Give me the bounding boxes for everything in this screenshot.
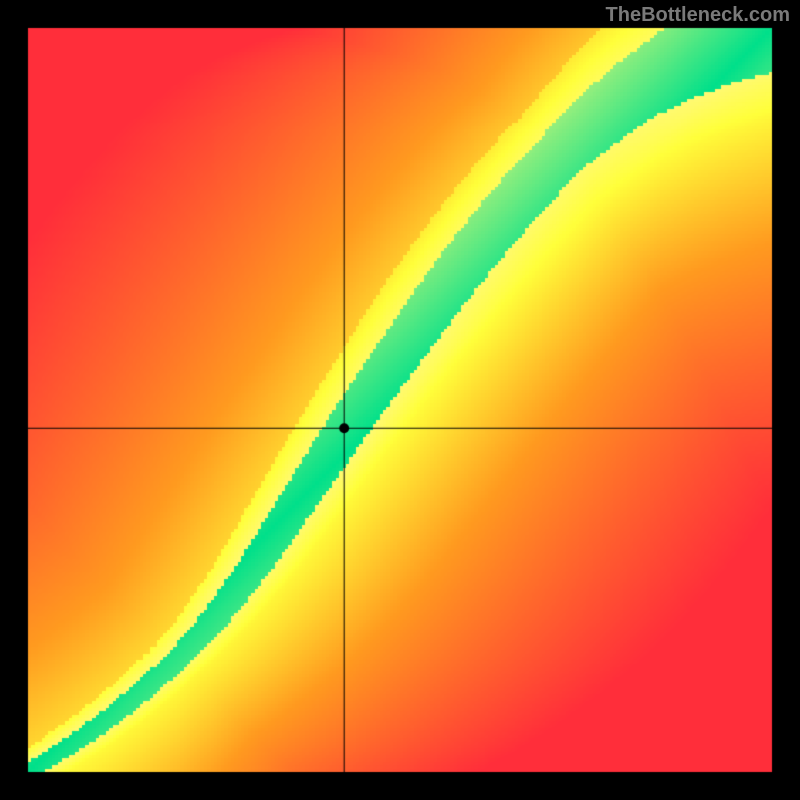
chart-container: TheBottleneck.com <box>0 0 800 800</box>
watermark-text: TheBottleneck.com <box>606 4 790 27</box>
bottleneck-heatmap <box>0 0 800 800</box>
